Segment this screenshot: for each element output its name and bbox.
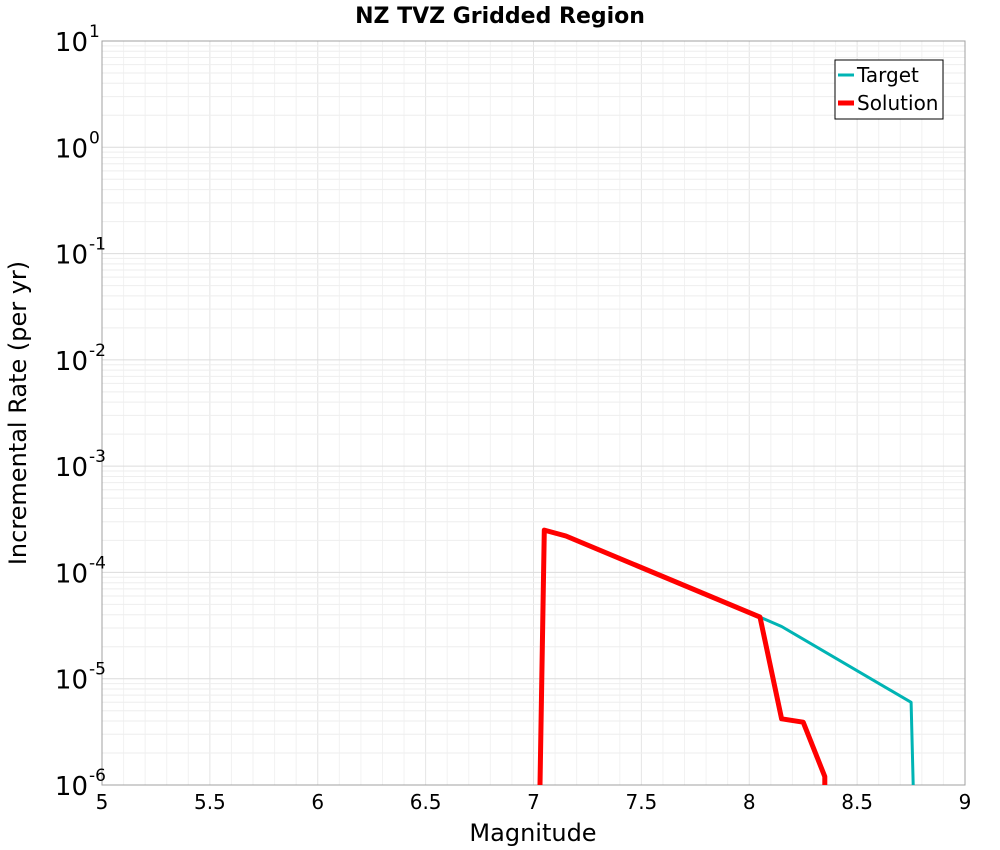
y-tick-label: 10 <box>55 666 88 696</box>
y-tick-exponent: -2 <box>89 341 106 361</box>
legend: Target Solution <box>834 59 944 120</box>
y-tick-label: 10 <box>55 559 88 589</box>
x-axis-label: Magnitude <box>469 819 596 847</box>
chart-title: NZ TVZ Gridded Region <box>355 4 645 29</box>
y-tick-exponent: -6 <box>89 766 106 786</box>
y-tick-label: 10 <box>55 28 88 58</box>
x-tick-label: 5.5 <box>194 790 226 814</box>
legend-box <box>834 59 944 120</box>
y-axis-label: Incremental Rate (per yr) <box>4 261 32 565</box>
y-tick-label: 10 <box>55 453 88 483</box>
y-tick-exponent: -3 <box>89 447 106 467</box>
x-tick-label: 6.5 <box>410 790 442 814</box>
x-tick-label: 7 <box>527 790 540 814</box>
x-tick-label: 8 <box>743 790 756 814</box>
legend-label-target: Target <box>856 63 919 87</box>
x-tick-labels: 5 5.5 6 6.5 7 7.5 8 8.5 9 <box>96 790 972 814</box>
x-tick-label: 5 <box>96 790 109 814</box>
y-tick-label: 10 <box>55 772 88 802</box>
y-tick-exponent: -5 <box>89 660 106 680</box>
grid <box>101 40 966 786</box>
series-line-solution <box>537 527 828 786</box>
y-tick-label: 10 <box>55 134 88 164</box>
x-tick-label: 9 <box>959 790 972 814</box>
x-tick-label: 7.5 <box>625 790 657 814</box>
x-tick-label: 6 <box>311 790 324 814</box>
y-tick-exponent: 1 <box>89 22 100 42</box>
legend-label-solution: Solution <box>857 91 938 115</box>
y-tick-exponent: 0 <box>89 128 100 148</box>
y-tick-label: 10 <box>55 241 88 271</box>
y-tick-label: 10 <box>55 347 88 377</box>
y-tick-exponent: -4 <box>89 553 106 573</box>
y-tick-exponent: -1 <box>89 235 106 255</box>
series-layer <box>537 527 915 786</box>
x-tick-label: 8.5 <box>841 790 873 814</box>
plot-frame <box>101 40 966 786</box>
